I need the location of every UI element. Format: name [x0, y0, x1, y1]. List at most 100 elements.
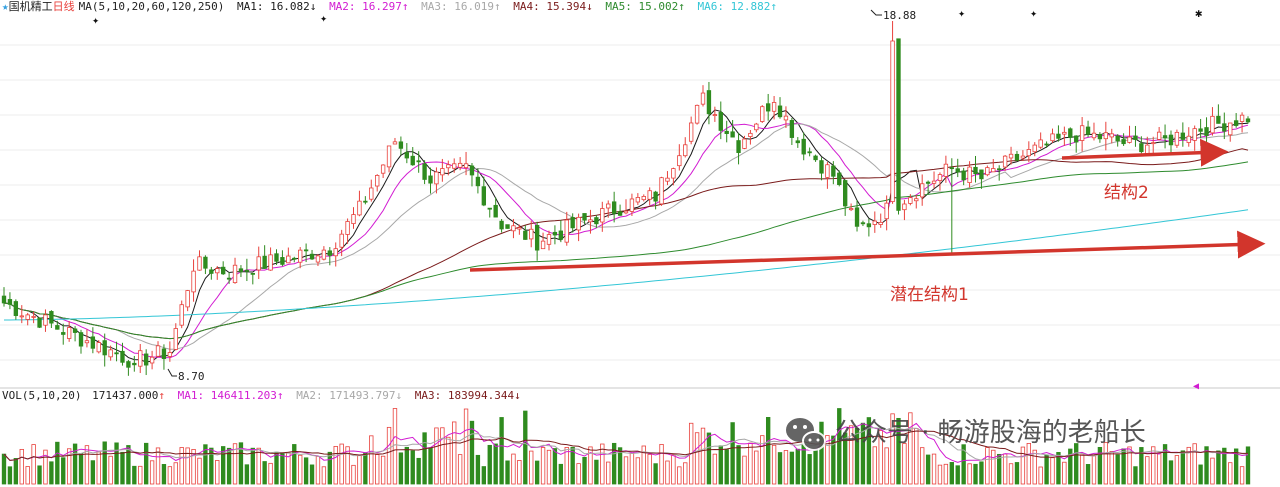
- volume-bar[interactable]: [487, 444, 492, 485]
- candle[interactable]: [837, 170, 842, 187]
- candle[interactable]: [7, 292, 13, 310]
- candle[interactable]: [825, 161, 830, 189]
- candle[interactable]: [576, 213, 581, 242]
- volume-bar[interactable]: [606, 461, 611, 485]
- candle[interactable]: [345, 218, 350, 244]
- volume-bar[interactable]: [209, 447, 214, 485]
- volume-bar[interactable]: [896, 417, 901, 485]
- volume-bar[interactable]: [351, 464, 356, 485]
- volume-bar[interactable]: [1133, 466, 1138, 485]
- candle[interactable]: [457, 157, 463, 171]
- volume-bar[interactable]: [1109, 450, 1114, 485]
- volume-bar[interactable]: [66, 448, 72, 485]
- event-mark-4[interactable]: ✦: [1030, 6, 1037, 20]
- candle[interactable]: [540, 232, 546, 250]
- volume-bar[interactable]: [363, 452, 368, 485]
- event-mark-2[interactable]: ✦: [320, 11, 327, 25]
- volume-bar[interactable]: [90, 460, 96, 485]
- volume-bar[interactable]: [902, 443, 907, 485]
- volume-bar[interactable]: [428, 447, 433, 485]
- candle[interactable]: [333, 242, 338, 267]
- candle[interactable]: [167, 341, 173, 362]
- candle[interactable]: [1216, 104, 1221, 124]
- volume-bar[interactable]: [937, 464, 943, 485]
- volume-bar[interactable]: [1103, 442, 1109, 485]
- volume-bar[interactable]: [1056, 452, 1061, 485]
- candle[interactable]: [914, 195, 919, 209]
- volume-bar[interactable]: [493, 443, 498, 485]
- candle[interactable]: [795, 137, 800, 148]
- volume-bar[interactable]: [43, 449, 48, 485]
- candle[interactable]: [1198, 118, 1203, 139]
- candle[interactable]: [392, 137, 398, 145]
- volume-bar[interactable]: [943, 463, 949, 485]
- volume-bar[interactable]: [13, 458, 19, 485]
- volume-bar[interactable]: [280, 453, 285, 485]
- candle[interactable]: [19, 305, 24, 324]
- candle[interactable]: [558, 220, 564, 243]
- volume-bar[interactable]: [511, 453, 516, 485]
- volume-bar[interactable]: [979, 461, 984, 485]
- volume-bar[interactable]: [1032, 449, 1037, 485]
- volume-bar[interactable]: [925, 454, 931, 485]
- candle[interactable]: [173, 323, 178, 351]
- volume-bar[interactable]: [985, 447, 990, 485]
- volume-bar[interactable]: [1198, 464, 1203, 485]
- candle[interactable]: [221, 261, 226, 275]
- volume-bar[interactable]: [1192, 443, 1197, 485]
- volume-bar[interactable]: [997, 453, 1002, 485]
- candle[interactable]: [854, 200, 860, 232]
- candle[interactable]: [902, 199, 907, 221]
- candle[interactable]: [96, 340, 101, 354]
- volume-bar[interactable]: [25, 466, 30, 485]
- volume-bar[interactable]: [594, 459, 599, 485]
- volume-bar[interactable]: [475, 454, 481, 485]
- candle[interactable]: [1026, 141, 1031, 163]
- volume-bar[interactable]: [1228, 462, 1233, 485]
- event-mark-3[interactable]: ✦: [958, 6, 965, 20]
- candle[interactable]: [1168, 130, 1174, 155]
- candle[interactable]: [422, 160, 427, 185]
- candle[interactable]: [991, 158, 996, 173]
- candle[interactable]: [274, 249, 279, 265]
- volume-bar[interactable]: [357, 454, 362, 485]
- volume-bar[interactable]: [298, 454, 303, 485]
- candle[interactable]: [985, 165, 990, 177]
- candle[interactable]: [244, 258, 250, 282]
- volume-bar[interactable]: [931, 453, 937, 485]
- candle[interactable]: [120, 342, 125, 366]
- volume-bar[interactable]: [991, 449, 996, 485]
- candle[interactable]: [505, 224, 510, 229]
- candle[interactable]: [600, 201, 605, 232]
- volume-bar[interactable]: [422, 432, 427, 485]
- volume-bar[interactable]: [783, 450, 789, 485]
- candle[interactable]: [215, 265, 220, 280]
- volume-bar[interactable]: [546, 449, 552, 485]
- volume-bar[interactable]: [215, 460, 220, 485]
- candle[interactable]: [1056, 125, 1061, 142]
- volume-bar[interactable]: [173, 462, 178, 485]
- candle[interactable]: [268, 247, 273, 271]
- candle[interactable]: [238, 265, 244, 278]
- volume-bar[interactable]: [1180, 450, 1186, 485]
- candle[interactable]: [1020, 150, 1026, 162]
- volume-bar[interactable]: [967, 463, 972, 485]
- volume-bar[interactable]: [795, 448, 800, 485]
- volume-bar[interactable]: [1115, 454, 1120, 485]
- volume-bar[interactable]: [149, 460, 155, 485]
- volume-bar[interactable]: [765, 417, 771, 485]
- candle[interactable]: [369, 179, 374, 202]
- candle[interactable]: [890, 21, 895, 204]
- volume-bar[interactable]: [161, 464, 167, 485]
- candle[interactable]: [1156, 126, 1162, 141]
- candle[interactable]: [1210, 107, 1215, 136]
- candle[interactable]: [1139, 136, 1144, 154]
- volume-bar[interactable]: [102, 441, 107, 485]
- candle[interactable]: [280, 250, 285, 267]
- volume-bar[interactable]: [1044, 454, 1049, 485]
- candle[interactable]: [718, 101, 723, 140]
- volume-bar[interactable]: [807, 454, 812, 485]
- event-mark-5[interactable]: ✱: [1195, 6, 1202, 20]
- volume-bar[interactable]: [955, 465, 960, 485]
- volume-bar[interactable]: [143, 442, 149, 485]
